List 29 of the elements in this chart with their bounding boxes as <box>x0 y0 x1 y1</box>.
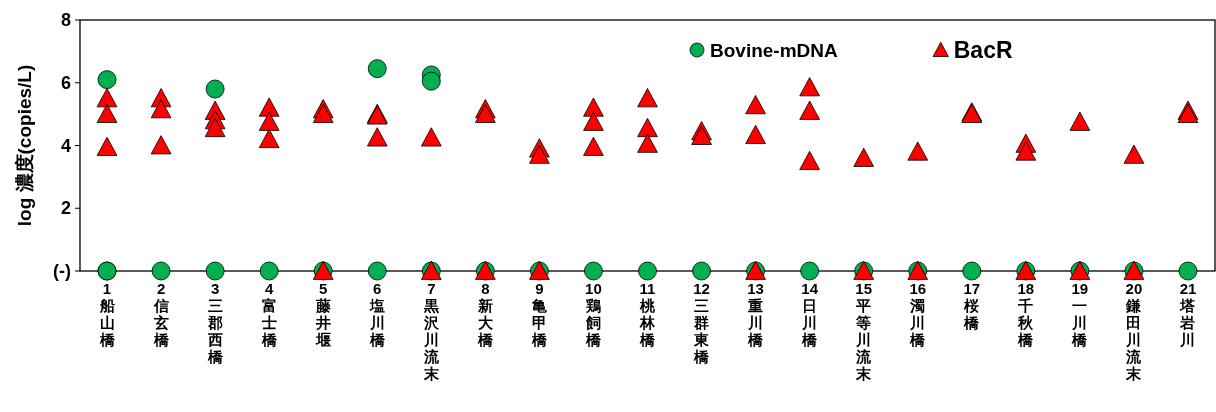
y-tick-label: 4 <box>60 135 71 156</box>
x-tick-label: 20鎌田川流末 <box>1125 280 1143 383</box>
x-tick-label: 13重川橋 <box>747 280 765 349</box>
legend-label: Bovine-mDNA <box>710 39 839 61</box>
x-tick-label: 16濁川橋 <box>909 280 927 349</box>
y-tick-label: 8 <box>60 10 71 30</box>
x-tick-label: 8新大橋 <box>476 280 494 349</box>
x-tick-label: 3三郡西橋 <box>206 280 224 366</box>
y-tick-label: 2 <box>60 198 71 219</box>
x-tick-label: 5藤井堰 <box>314 280 331 349</box>
x-tick-label: 11桃林橋 <box>639 280 656 349</box>
x-tick-label: 1船山橋 <box>98 280 116 349</box>
x-tick-label: 17桜橋 <box>963 280 981 332</box>
x-tick-label: 15平等川流末 <box>855 280 873 383</box>
x-tick-label: 19一川橋 <box>1071 280 1089 349</box>
legend-label: BacR <box>953 37 1013 63</box>
y-tick-label: 6 <box>60 72 71 93</box>
x-tick-label: 14日川橋 <box>801 280 819 349</box>
x-tick-label: 4富士橋 <box>260 280 278 349</box>
y-tick-label: (-) <box>53 261 71 281</box>
x-tick-label: 9亀甲橋 <box>530 280 548 349</box>
x-tick-label: 12三群東橋 <box>693 280 711 366</box>
y-axis-title: log 濃度(copies/L) <box>13 64 35 227</box>
x-tick-label: 10鶏飼橋 <box>584 280 602 349</box>
x-tick-label: 7黒沢川流末 <box>422 280 440 383</box>
x-tick-label: 6塩川橋 <box>368 280 386 349</box>
x-tick-label: 2信玄橋 <box>152 280 170 349</box>
x-tick-label: 21塔岩川 <box>1179 280 1197 349</box>
x-tick-label: 18千秋橋 <box>1017 280 1035 349</box>
